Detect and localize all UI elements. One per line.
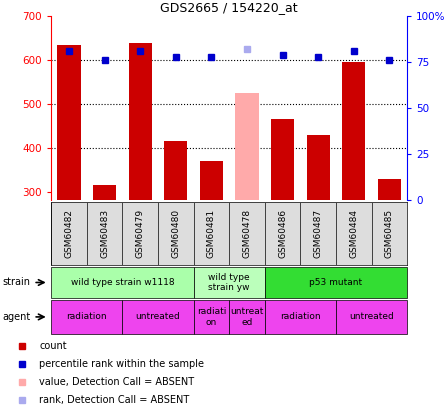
Bar <box>93 185 116 200</box>
Bar <box>122 300 194 334</box>
Text: radiation: radiation <box>66 312 107 322</box>
Text: strain: strain <box>3 277 31 288</box>
Text: GSM60478: GSM60478 <box>243 209 251 258</box>
Text: untreated: untreated <box>136 312 180 322</box>
Bar <box>336 300 407 334</box>
Text: GSM60487: GSM60487 <box>314 209 323 258</box>
Bar <box>307 134 330 200</box>
Bar <box>51 300 122 334</box>
Text: percentile rank within the sample: percentile rank within the sample <box>40 359 204 369</box>
Text: untreated: untreated <box>349 312 394 322</box>
Text: wild type strain w1118: wild type strain w1118 <box>71 278 174 287</box>
Bar <box>229 300 265 334</box>
Text: GSM60481: GSM60481 <box>207 209 216 258</box>
Text: wild type
strain yw: wild type strain yw <box>208 273 250 292</box>
Text: GSM60485: GSM60485 <box>385 209 394 258</box>
Bar <box>164 141 187 200</box>
Text: GSM60483: GSM60483 <box>100 209 109 258</box>
Text: count: count <box>40 341 67 352</box>
Bar <box>378 179 401 200</box>
Text: GSM60482: GSM60482 <box>65 209 73 258</box>
Text: rank, Detection Call = ABSENT: rank, Detection Call = ABSENT <box>40 395 190 405</box>
Bar <box>342 62 365 200</box>
Bar <box>194 300 229 334</box>
Bar <box>200 161 223 200</box>
Bar <box>235 93 259 200</box>
Bar <box>57 45 81 200</box>
Text: agent: agent <box>3 312 31 322</box>
Title: GDS2665 / 154220_at: GDS2665 / 154220_at <box>160 1 298 14</box>
Bar <box>265 300 336 334</box>
Text: GSM60484: GSM60484 <box>349 209 358 258</box>
Bar <box>265 267 407 298</box>
Bar <box>194 267 265 298</box>
Text: p53 mutant: p53 mutant <box>309 278 363 287</box>
Text: untreat
ed: untreat ed <box>231 307 264 326</box>
Text: GSM60480: GSM60480 <box>171 209 180 258</box>
Bar <box>129 43 152 200</box>
Text: value, Detection Call = ABSENT: value, Detection Call = ABSENT <box>40 377 194 387</box>
Text: GSM60479: GSM60479 <box>136 209 145 258</box>
Text: radiation: radiation <box>280 312 321 322</box>
Text: GSM60486: GSM60486 <box>278 209 287 258</box>
Text: radiati
on: radiati on <box>197 307 226 326</box>
Bar <box>271 119 294 200</box>
Bar <box>51 267 194 298</box>
